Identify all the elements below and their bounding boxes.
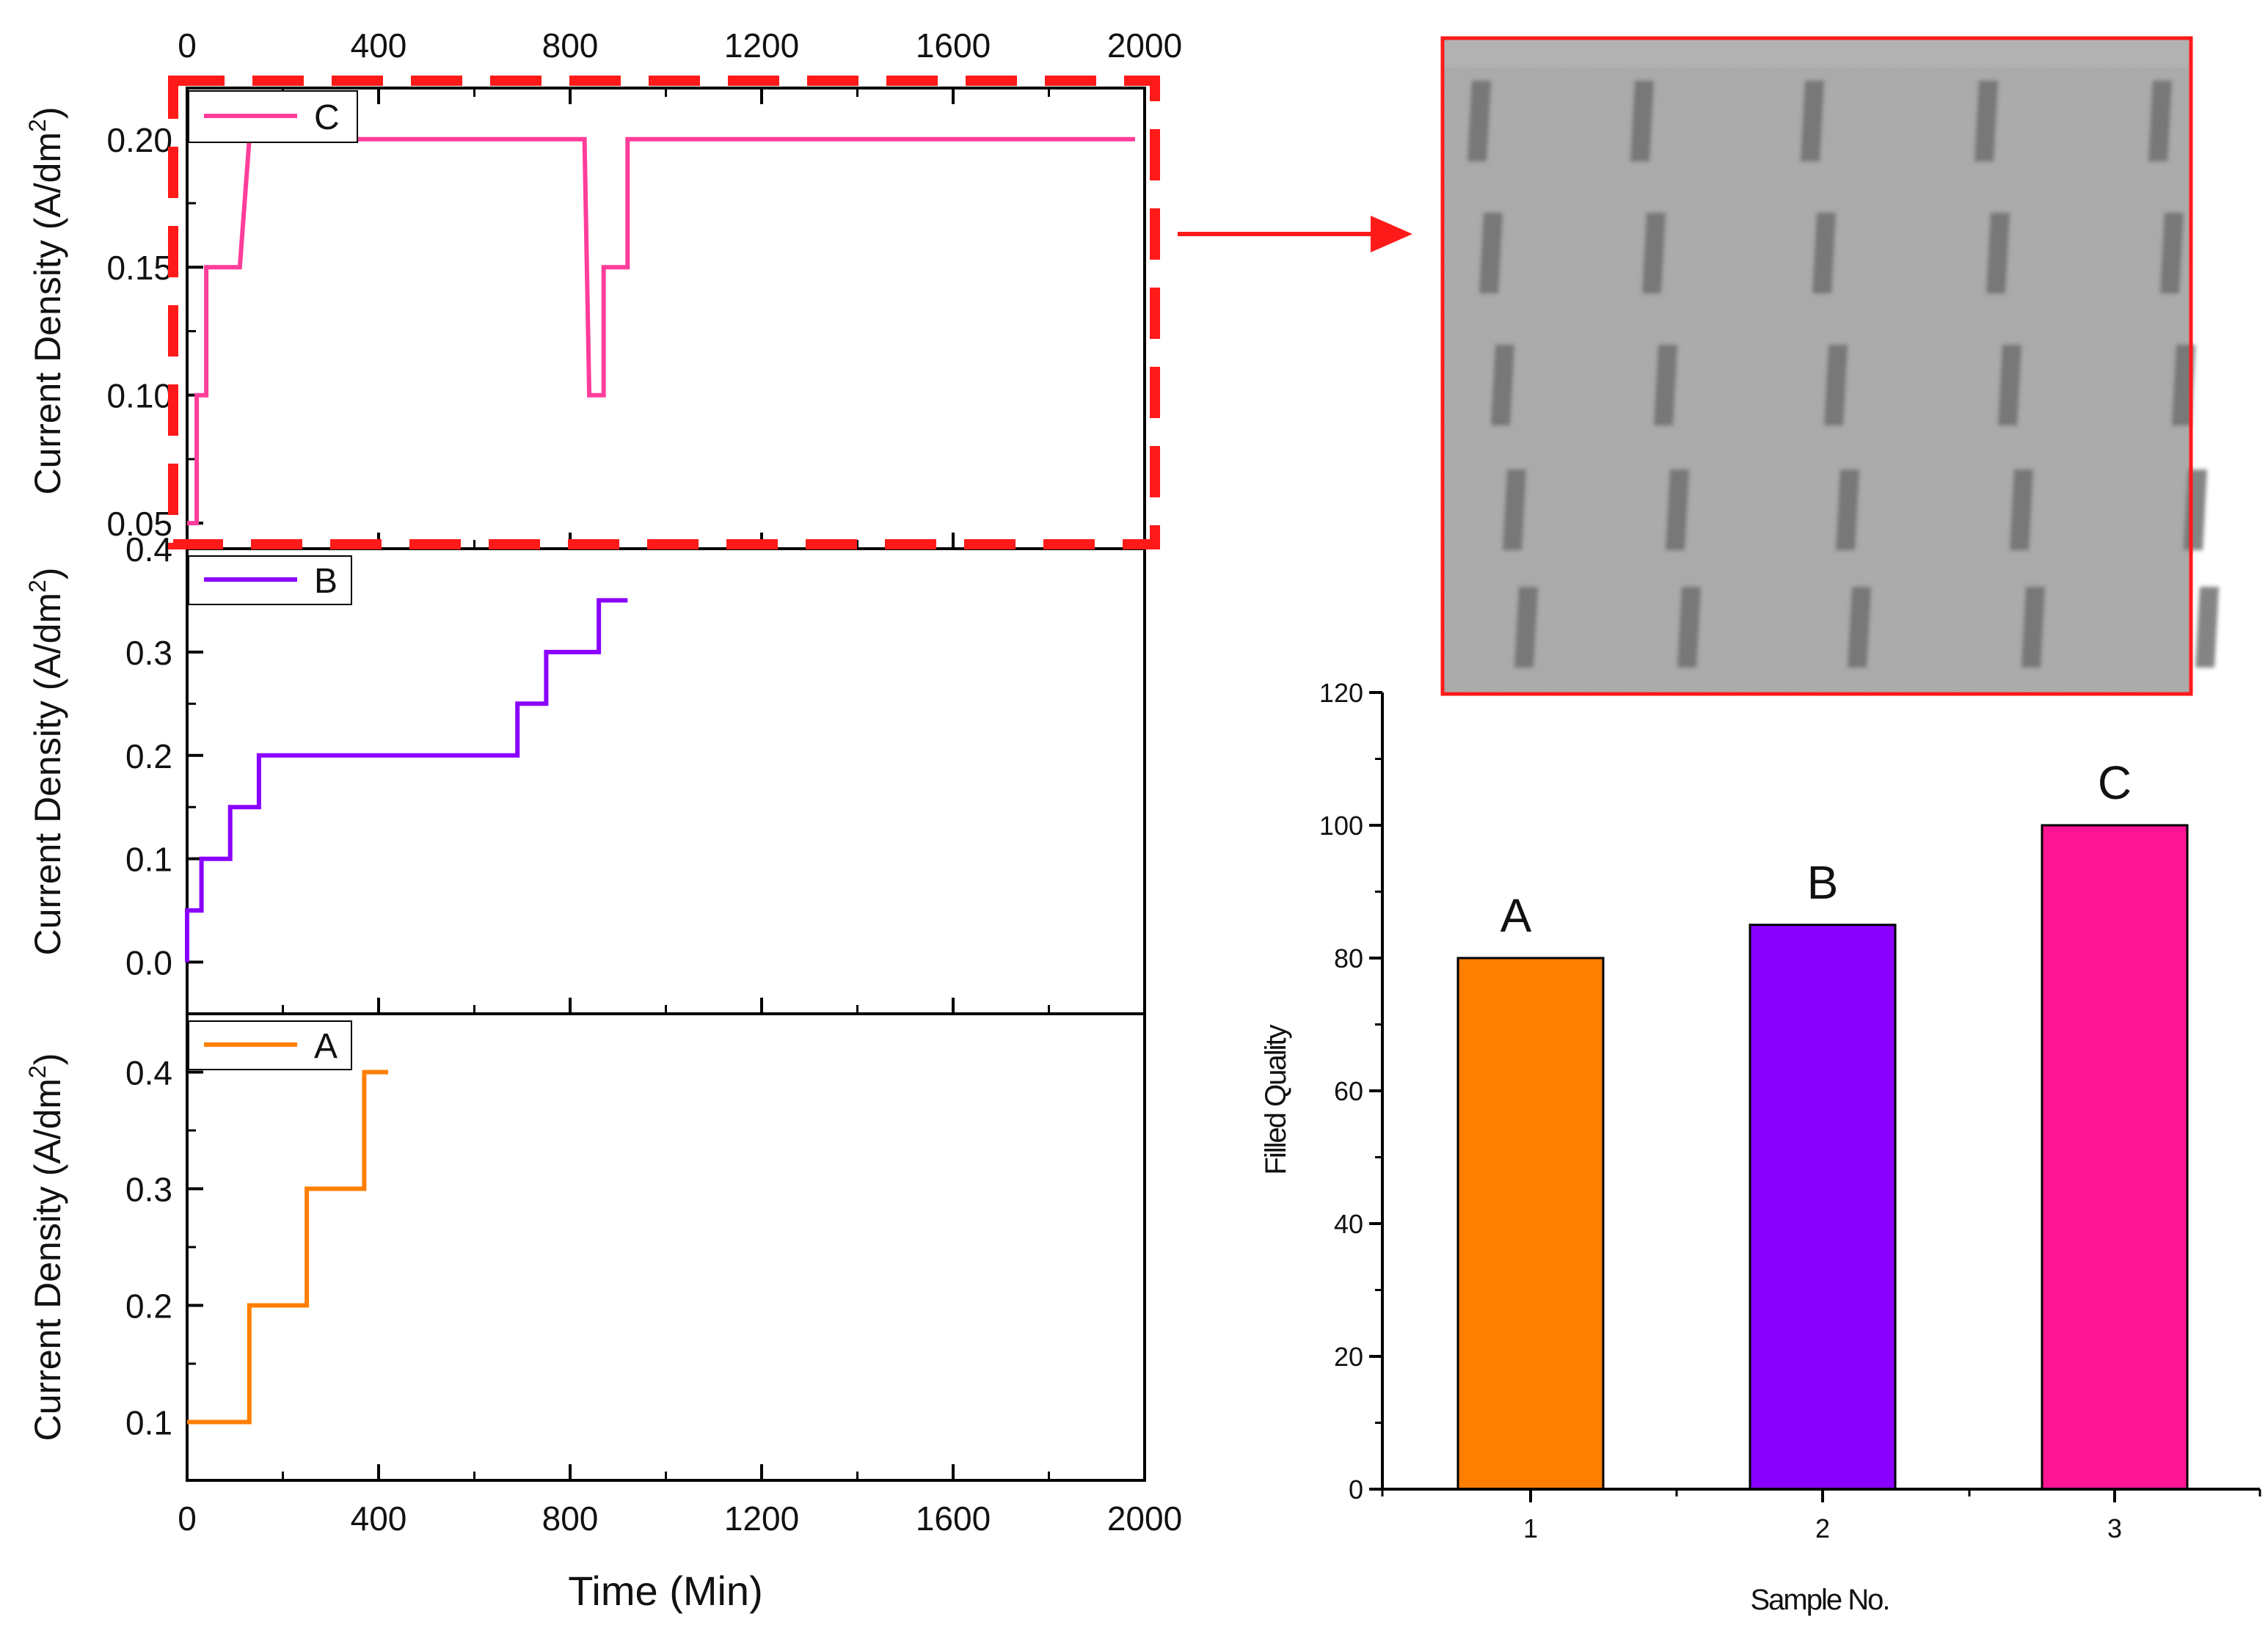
legend-a: A — [189, 1021, 351, 1070]
panel-b-ticks — [187, 549, 1145, 1014]
panel-c-ticks — [187, 88, 1145, 549]
panel-b-ytick-labels: 0.0 0.1 0.2 0.3 0.4 — [125, 530, 172, 982]
xtick-label: 2000 — [1107, 1499, 1182, 1538]
figure: 0.050.100.150.20 0 400 800 1200 1600 2000 C C… — [0, 0, 2268, 1630]
series-b-line — [187, 600, 627, 962]
panel-a-xlabel: Time (Min) — [568, 1568, 762, 1614]
ytick-label-a: 0.3 — [125, 1171, 172, 1209]
xtick-label: 1600 — [916, 1499, 991, 1538]
legend-b: B — [189, 556, 351, 604]
bar-chart-xlabel: Sample No. — [1751, 1584, 1889, 1616]
xtick-top-label: 800 — [542, 26, 599, 65]
legend-a-label: A — [314, 1027, 338, 1066]
xtick-top-label: 400 — [351, 26, 407, 65]
panel-c-frame — [187, 88, 1145, 549]
panel-c-ylabel: Current Density (A/dm2) — [24, 106, 68, 494]
ytick-label-b: 0.0 — [125, 944, 172, 982]
bar-ytick-label: 0 — [1349, 1474, 1363, 1505]
ytick-label-b: 0.3 — [125, 634, 172, 672]
bar-ytick-label: 40 — [1334, 1209, 1363, 1239]
panel-b-frame — [187, 549, 1145, 1014]
ytick-label-c: 0.10 — [106, 377, 172, 415]
ytick-label-a: 0.4 — [125, 1054, 172, 1092]
ytick-label-a: 0.1 — [125, 1404, 172, 1442]
xtick-label: 1200 — [724, 1499, 799, 1538]
xtick-top-label: 1600 — [916, 26, 991, 65]
xtick-label: 400 — [351, 1499, 407, 1538]
bar-a — [1458, 958, 1603, 1489]
series-c-line — [187, 139, 1135, 523]
ytick-label-c: 0.20 — [106, 121, 172, 159]
ytick-label-b: 0.4 — [125, 530, 172, 569]
xtick-top-label: 2000 — [1107, 26, 1182, 65]
xtick-top-label: 0 — [178, 26, 197, 65]
bar-ytick-label: 60 — [1334, 1076, 1363, 1106]
ytick-label-b: 0.2 — [125, 737, 172, 775]
legend-c: C — [189, 91, 357, 142]
panel-a-xtick-labels: 0 400 800 1200 1600 2000 — [178, 1499, 1182, 1538]
xtick-label: 0 — [178, 1499, 197, 1538]
bars — [1458, 825, 2187, 1489]
panel-a: 0.1 0.2 0.3 0.4 0 400 800 1200 1600 2000 A Curre… — [24, 1014, 1182, 1614]
bar-label-b: B — [1807, 856, 1839, 909]
panel-c: 0.05 0.10 0.15 0.20 0 400 800 1200 1600 2000 C C… — [24, 26, 1182, 549]
bar-ytick-label: 20 — [1334, 1342, 1363, 1372]
sem-cross-section-image — [1443, 38, 2219, 694]
panel-a-ylabel: Current Density (A/dm2) — [24, 1053, 68, 1441]
ytick-label-a: 0.2 — [125, 1287, 172, 1326]
bar-ytick-label: 100 — [1319, 811, 1363, 841]
bar-ytick-label: 80 — [1334, 943, 1363, 973]
bar-label-a: A — [1501, 889, 1532, 942]
sem-trench — [2195, 587, 2219, 668]
bar-xtick-label: 3 — [2107, 1513, 2122, 1543]
xtick-top-label: 1200 — [724, 26, 799, 65]
bar-xtick-label: 2 — [1815, 1513, 1830, 1543]
panel-a-ytick-labels: 0.1 0.2 0.3 0.4 — [125, 1054, 172, 1442]
legend-b-label: B — [314, 562, 338, 601]
bar-chart-ylabel: Filled Quality — [1260, 1024, 1292, 1174]
bar-label-c: C — [2098, 756, 2132, 809]
bar-labels: A B C — [1501, 756, 2132, 942]
panel-a-ticks — [187, 1072, 1145, 1481]
legend-c-label: C — [314, 98, 340, 137]
bar-xtick-label: 1 — [1523, 1513, 1538, 1543]
arrow-head — [1371, 216, 1412, 252]
bar-ytick-label: 120 — [1319, 678, 1363, 708]
series-a-line — [187, 1072, 388, 1422]
panel-c-ytick-labels: 0.05 0.10 0.15 0.20 — [106, 121, 172, 543]
bar-chart-ytick-labels: 0 20 40 60 80 100 120 — [1319, 678, 1363, 1505]
xtick-label: 800 — [542, 1499, 599, 1538]
panel-a-frame — [187, 1014, 1145, 1480]
ytick-label-c: 0.15 — [106, 249, 172, 287]
panel-c-top-xtick-labels: 0 400 800 1200 1600 2000 — [178, 26, 1182, 65]
ytick-label-b: 0.1 — [125, 841, 172, 879]
bar-c — [2042, 825, 2187, 1489]
highlight-dashed-box — [173, 81, 1155, 544]
bar-chart: 0 20 40 60 80 100 120 1 2 3 A B C Filled Quality S… — [1260, 678, 2260, 1616]
bar-b — [1750, 925, 1895, 1489]
panel-b-ylabel: Current Density (A/dm2) — [24, 567, 68, 955]
panel-b: 0.0 0.1 0.2 0.3 0.4 B Current Density (A/dm2… — [24, 530, 1145, 1014]
bar-chart-xtick-labels: 1 2 3 — [1523, 1513, 2122, 1543]
